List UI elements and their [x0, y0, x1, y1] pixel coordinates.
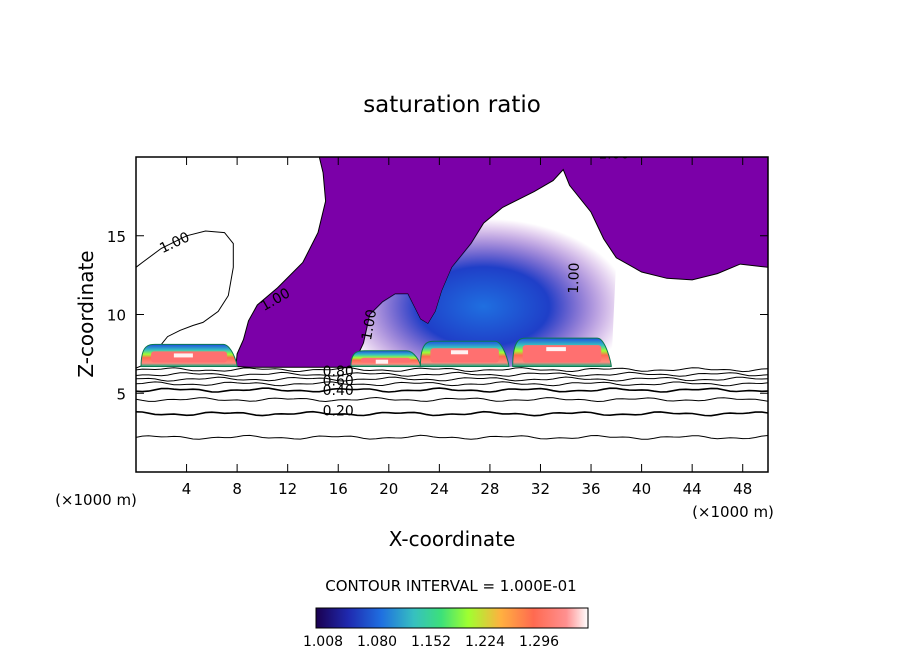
x-tick-label-6: 28 [480, 480, 499, 498]
x-tick-label-8: 36 [581, 480, 600, 498]
colorbar-tick-labels: 1.008 1.080 1.152 1.224 1.296 [303, 634, 559, 650]
isoline-3 [136, 387, 768, 393]
colorbar-tick-label-3: 1.224 [465, 634, 505, 650]
colorbar-tick-label-2: 1.152 [411, 634, 451, 650]
cloud-core-peak-2 [450, 350, 469, 355]
chart-title: saturation ratio [363, 92, 541, 118]
x-unit-right: (×1000 m) [692, 503, 774, 521]
x-tick-label-2: 12 [278, 480, 297, 498]
y-tick-label-1: 10 [107, 307, 126, 325]
contour-interval-label: CONTOUR INTERVAL = 1.000E-01 [325, 577, 576, 595]
isoline-4 [136, 381, 768, 387]
colorbar-tick-label-1: 1.080 [357, 634, 397, 650]
colorbar [315, 607, 589, 629]
contour-label-7: 0.40 [323, 383, 354, 399]
cloud-cores [140, 337, 612, 367]
x-tick-labels: 4 8 12 16 20 24 28 32 36 40 44 48 [182, 480, 752, 498]
contour-label-0: 1.00 [598, 147, 629, 163]
y-tick-label-0: 5 [116, 385, 126, 403]
y-axis-label: Z-coordinate [74, 250, 98, 377]
isoline-2 [136, 396, 768, 403]
isoline-0 [136, 434, 768, 440]
contour-label-4: 1.00 [566, 262, 583, 294]
x-tick-label-0: 4 [182, 480, 192, 498]
cloud-core-peak-1 [375, 359, 389, 364]
x-tick-label-3: 16 [329, 480, 348, 498]
contour-label-8: 0.20 [323, 403, 354, 419]
colorbar-tick-label-0: 1.008 [303, 634, 343, 650]
x-tick-label-4: 20 [379, 480, 398, 498]
contour-label-6: 0.60 [323, 373, 354, 389]
cloud-core-peak-3 [546, 347, 566, 352]
x-tick-label-10: 44 [683, 480, 702, 498]
cloud-core-inner-3 [522, 345, 602, 363]
isoline-7 [136, 367, 768, 373]
y-tick-label-2: 15 [107, 228, 126, 246]
contour-lines [136, 367, 768, 440]
x-axis-label: X-coordinate [389, 527, 516, 551]
isoline-5 [136, 376, 768, 382]
supersaturated-region [136, 157, 768, 368]
updraft-plume [350, 207, 617, 368]
cloud-core-inner-2 [430, 348, 499, 363]
x-unit-left: (×1000 m) [55, 491, 137, 509]
cloud-core-peak-0 [173, 353, 193, 358]
x-tick-label-9: 40 [632, 480, 651, 498]
y-tick-labels: 5 10 15 [107, 228, 126, 404]
x-tick-label-5: 24 [430, 480, 449, 498]
contour-label-3: 1.00 [359, 308, 380, 341]
contour-label-5: 0.80 [323, 364, 354, 380]
colorbar-tick-label-4: 1.296 [519, 634, 559, 650]
x-tick-label-7: 32 [531, 480, 550, 498]
plot-area: 1.001.001.001.001.000.800.600.400.20 [136, 147, 768, 440]
isoline-6 [136, 371, 768, 377]
axis-ticks [136, 157, 768, 472]
x-tick-label-11: 48 [733, 480, 752, 498]
x-tick-label-1: 8 [232, 480, 242, 498]
isoline-1 [136, 410, 768, 417]
